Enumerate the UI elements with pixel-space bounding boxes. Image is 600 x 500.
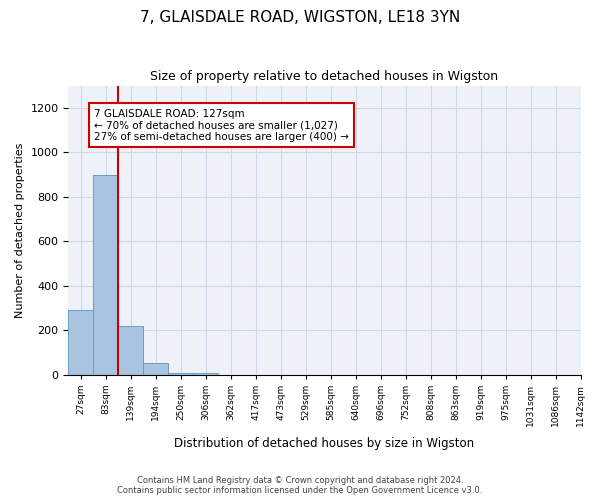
Bar [169,372,193,374]
Bar [94,174,118,374]
Text: 7 GLAISDALE ROAD: 127sqm
← 70% of detached houses are smaller (1,027)
27% of sem: 7 GLAISDALE ROAD: 127sqm ← 70% of detach… [94,108,349,142]
Bar [68,310,94,374]
Bar [118,326,143,374]
Text: 7, GLAISDALE ROAD, WIGSTON, LE18 3YN: 7, GLAISDALE ROAD, WIGSTON, LE18 3YN [140,10,460,25]
X-axis label: Distribution of detached houses by size in Wigston: Distribution of detached houses by size … [175,437,475,450]
Bar [193,372,218,374]
Bar [143,362,169,374]
Text: Contains HM Land Registry data © Crown copyright and database right 2024.
Contai: Contains HM Land Registry data © Crown c… [118,476,482,495]
Title: Size of property relative to detached houses in Wigston: Size of property relative to detached ho… [151,70,499,83]
Y-axis label: Number of detached properties: Number of detached properties [15,142,25,318]
